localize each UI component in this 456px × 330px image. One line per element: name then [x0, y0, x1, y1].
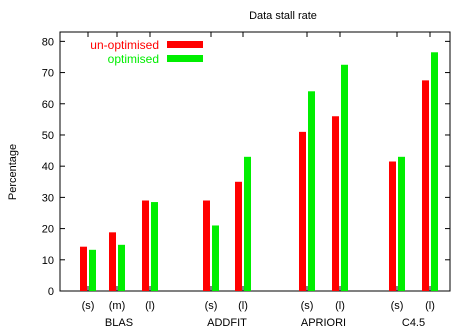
- axes-layer: 0 10 20 30 40 50 60 70 80: [42, 31, 451, 298]
- group-label: BLAS: [105, 317, 133, 329]
- x-tick-label: (l): [145, 300, 155, 312]
- bar-optimised: [308, 91, 315, 291]
- bar-optimised: [341, 64, 348, 291]
- bar-un-optimised: [422, 80, 429, 292]
- y-tick-label: 10: [42, 255, 54, 267]
- x-tick-label: (l): [238, 300, 248, 312]
- legend-swatch: [167, 55, 203, 62]
- bar-un-optimised: [299, 131, 306, 291]
- bar-optimised: [398, 156, 405, 291]
- y-tick-label: 50: [42, 130, 54, 142]
- bar-un-optimised: [235, 181, 242, 291]
- x-tick-label: (l): [335, 300, 345, 312]
- y-tick-label: 20: [42, 224, 54, 236]
- legend-swatch: [167, 41, 203, 48]
- x-tick-label: (m): [109, 300, 126, 312]
- x-tick-label: (s): [301, 300, 314, 312]
- group-label: APRIORI: [301, 317, 346, 329]
- y-tick-label: 60: [42, 99, 54, 111]
- bars-layer: [80, 52, 438, 292]
- y-tick-label: 70: [42, 68, 54, 80]
- y-tick-label: 40: [42, 161, 54, 173]
- chart-title: Data stall rate: [249, 10, 317, 22]
- bar-un-optimised: [109, 232, 116, 291]
- bar-un-optimised: [142, 200, 149, 291]
- y-tick-label: 30: [42, 192, 54, 204]
- y-tick-label: 80: [42, 36, 54, 48]
- bar-optimised: [431, 52, 438, 292]
- bar-optimised: [244, 156, 251, 291]
- group-label: C4.5: [402, 317, 425, 329]
- bar-optimised: [89, 249, 96, 291]
- y-tick-label: 0: [48, 286, 54, 298]
- x-tick-label: (l): [425, 300, 435, 312]
- group-label: ADDFIT: [207, 317, 247, 329]
- bar-optimised: [212, 225, 219, 291]
- bar-optimised: [118, 244, 125, 291]
- labels-layer: (s) (m) (l) (s) (l) (s) (l) (s) (l) BLAS ADDFIT APR…: [82, 300, 435, 329]
- x-tick-label: (s): [205, 300, 218, 312]
- bar-un-optimised: [332, 116, 339, 291]
- bar-optimised: [151, 202, 158, 291]
- legend-label: un-optimised: [90, 38, 159, 52]
- legend-label: optimised: [108, 52, 159, 66]
- x-tick-label: (s): [391, 300, 404, 312]
- bar-un-optimised: [80, 246, 87, 291]
- x-tick-label: (s): [82, 300, 95, 312]
- y-axis-label: Percentage: [7, 144, 19, 200]
- bar-un-optimised: [203, 200, 210, 291]
- bar-un-optimised: [389, 161, 396, 291]
- plot-frame: [59, 31, 451, 292]
